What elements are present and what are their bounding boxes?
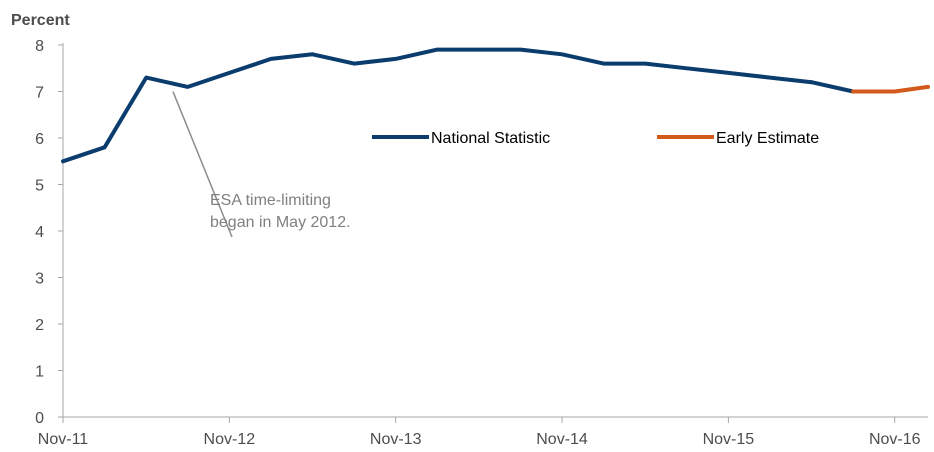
annotation-text-line: ESA time-limiting: [210, 192, 331, 209]
legend-item-national-statistic-label: National Statistic: [431, 130, 550, 147]
x-axis: Nov-11 Nov-12 Nov-13 Nov-14 Nov-15 Nov-16: [38, 416, 928, 448]
series-line-national-statistic-link: [809, 80, 856, 94]
legend-item-early-estimate-label: Early Estimate: [716, 130, 819, 147]
x-tick-label: Nov-14: [536, 431, 588, 448]
y-tick-label: 0: [35, 410, 44, 427]
y-tick-label: 5: [35, 178, 44, 195]
x-tick-label: Nov-12: [204, 431, 256, 448]
x-tick-label: Nov-11: [38, 431, 88, 448]
x-tick-label: Nov-15: [703, 431, 755, 448]
y-tick-label: 4: [35, 224, 44, 241]
y-tick-label: 1: [35, 364, 44, 381]
y-tick-label: 2: [35, 317, 44, 334]
y-tick-label: 7: [35, 85, 44, 102]
y-axis: 0 1 2 3 4 5 6 7 8: [35, 38, 64, 427]
x-tick-label: Nov-16: [869, 431, 921, 448]
x-tick-label: Nov-13: [370, 431, 422, 448]
annotation-leader-line: [172, 91, 233, 238]
series-layer: [61, 47, 930, 164]
y-tick-label: 6: [35, 131, 44, 148]
y-tick-label: 3: [35, 271, 44, 288]
series-line-national-statistic: [61, 47, 814, 164]
annotation: ESA time-limiting began in May 2012.: [172, 91, 351, 238]
series-line-early-estimate: [851, 84, 930, 94]
y-axis-title: Percent: [11, 12, 70, 29]
legend: National Statistic Early Estimate: [372, 130, 819, 147]
annotation-text-line: began in May 2012.: [210, 214, 351, 231]
y-tick-label: 8: [35, 38, 44, 55]
